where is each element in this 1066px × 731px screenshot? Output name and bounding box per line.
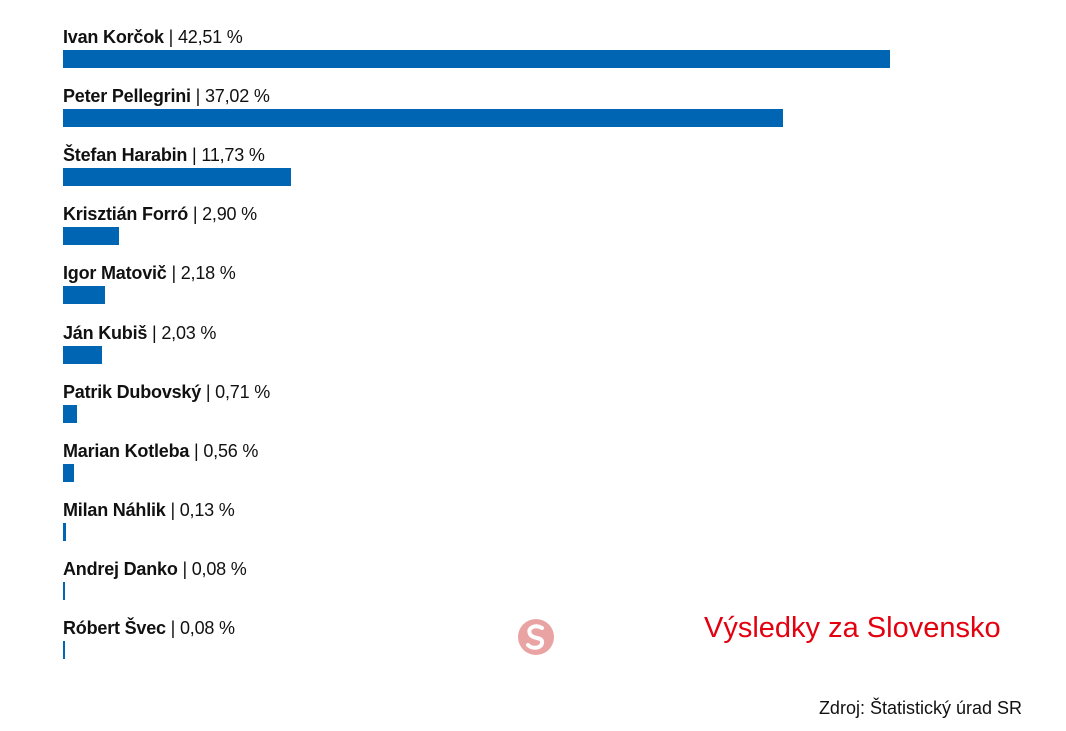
bar-label: Krisztián Forró | 2,90 % — [63, 203, 257, 225]
value-label: 37,02 % — [204, 86, 270, 107]
bar-label: Ján Kubiš | 2,03 % — [63, 322, 216, 344]
bar — [63, 168, 292, 187]
value-label: 42,51 % — [177, 27, 243, 47]
label-separator: | — [152, 322, 157, 343]
value-label: 0,56 % — [203, 440, 259, 461]
bar — [63, 463, 74, 482]
value-label: 11,73 % — [201, 145, 265, 166]
candidate-name: Milan Náhlik — [63, 499, 166, 520]
bar — [63, 404, 77, 423]
bar — [63, 109, 784, 128]
chart-source: Zdroj: Štatistický úrad SR — [818, 698, 1022, 718]
value-label: 0,08 % — [191, 558, 247, 579]
value-label: 0,08 % — [179, 618, 235, 638]
label-separator: | — [194, 440, 199, 461]
label-separator: | — [170, 499, 175, 520]
label-separator: | — [192, 204, 198, 225]
bar-label: Andrej Danko | 0,08 % — [63, 558, 247, 580]
label-separator: | — [192, 145, 197, 166]
bar-label: Milan Náhlik | 0,13 % — [63, 499, 235, 521]
bar — [63, 345, 103, 364]
candidate-name: Andrej Danko — [63, 558, 178, 579]
bar — [63, 227, 120, 246]
candidate-name: Krisztián Forró — [63, 204, 189, 225]
bar-label: Ivan Korčok | 42,51 % — [63, 26, 243, 48]
value-label: 2,18 % — [180, 263, 236, 284]
bar-label: Peter Pellegrini | 37,02 % — [63, 85, 270, 107]
candidate-name: Marian Kotleba — [63, 440, 190, 461]
bar-label: Štefan Harabin | 11,73 % — [63, 144, 265, 166]
value-label: 2,03 % — [161, 322, 217, 343]
label-separator: | — [195, 86, 201, 107]
label-separator: | — [168, 27, 174, 47]
value-label: 0,71 % — [215, 381, 271, 402]
bar-label: Marian Kotleba | 0,56 % — [63, 440, 258, 462]
label-separator: | — [170, 618, 176, 638]
brand-logo-icon — [518, 619, 554, 655]
candidate-name: Igor Matovič — [63, 263, 167, 284]
bar-label: Róbert Švec | 0,08 % — [63, 617, 235, 639]
candidate-name: Ivan Korčok — [63, 27, 164, 47]
bar — [63, 581, 65, 600]
bar — [63, 286, 106, 305]
bar-label: Igor Matovič | 2,18 % — [63, 262, 236, 284]
value-label: 0,13 % — [179, 499, 235, 520]
label-separator: | — [205, 381, 211, 402]
candidate-name: Ján Kubiš — [63, 322, 148, 343]
candidate-name: Peter Pellegrini — [63, 86, 191, 107]
bar — [63, 522, 66, 541]
label-separator: | — [182, 558, 187, 579]
label-separator: | — [171, 263, 176, 284]
candidate-name: Štefan Harabin — [63, 145, 188, 166]
candidate-name: Róbert Švec — [63, 618, 166, 638]
bar-label: Patrik Dubovský | 0,71 % — [63, 381, 270, 403]
bar — [63, 50, 890, 68]
value-label: 2,90 % — [202, 204, 257, 225]
chart-title: Výsledky za Slovensko — [704, 612, 1001, 644]
candidate-name: Patrik Dubovský — [63, 381, 202, 402]
bar — [63, 641, 65, 659]
